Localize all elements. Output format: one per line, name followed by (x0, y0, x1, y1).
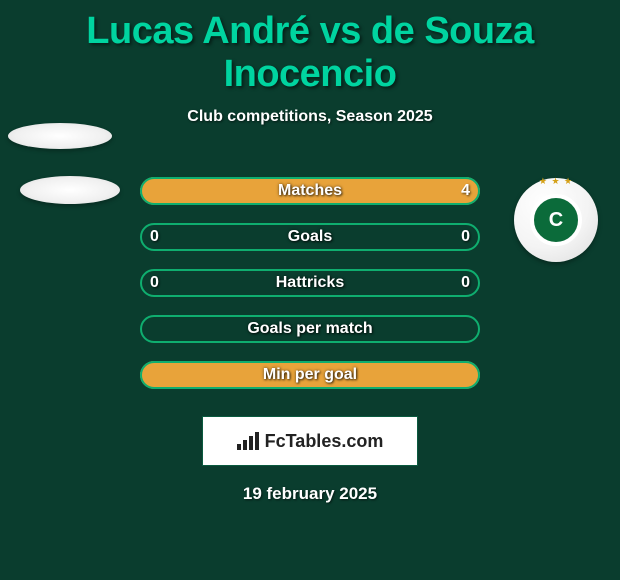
stat-row: 4 Matches (0, 168, 620, 214)
stat-bar: Goals per match (140, 315, 480, 343)
stat-bar: 0 0 Goals (140, 223, 480, 251)
logo-bars-icon (237, 432, 259, 450)
logo-box: FcTables.com (202, 416, 418, 466)
stat-label: Goals (288, 228, 332, 246)
stat-value-right: 0 (461, 274, 470, 292)
date-label: 19 february 2025 (0, 484, 620, 504)
stat-row: Min per goal (0, 352, 620, 398)
stat-row: Goals per match (0, 306, 620, 352)
stat-label: Min per goal (263, 366, 357, 384)
stat-row: 0 0 Hattricks (0, 260, 620, 306)
stat-label: Matches (278, 182, 342, 200)
stat-row: 0 0 Goals (0, 214, 620, 260)
stat-value-left: 0 (150, 274, 159, 292)
subtitle: Club competitions, Season 2025 (0, 108, 620, 126)
side-ellipse (8, 123, 112, 149)
stat-bar: Min per goal (140, 361, 480, 389)
stats-rows: 4 Matches 0 0 Goals 0 0 Hattricks Goals per matc… (0, 168, 620, 398)
stat-bar: 4 Matches (140, 177, 480, 205)
stat-value-right: 0 (461, 228, 470, 246)
stat-value-left: 0 (150, 228, 159, 246)
logo-text: FcTables.com (237, 431, 384, 452)
stat-value-right: 4 (461, 182, 470, 200)
stat-bar: 0 0 Hattricks (140, 269, 480, 297)
stat-label: Goals per match (247, 320, 372, 338)
logo-label: FcTables.com (265, 431, 384, 452)
stat-label: Hattricks (276, 274, 344, 292)
page-title: Lucas André vs de Souza Inocencio (0, 0, 620, 96)
